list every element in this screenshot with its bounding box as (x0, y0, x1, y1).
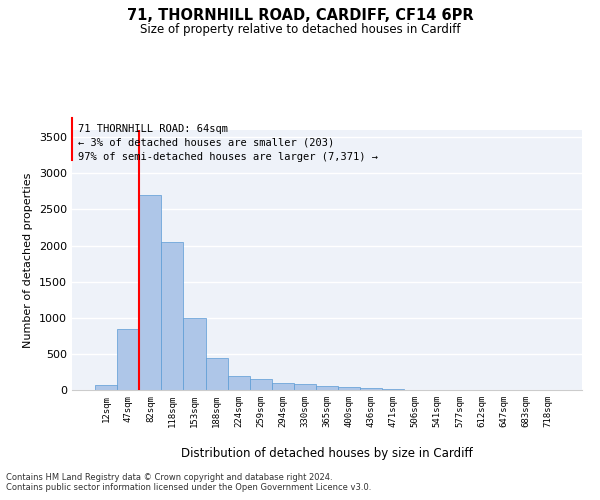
Bar (184, 318, 206, 390)
Bar (360, 388, 382, 390)
Bar (316, 386, 338, 390)
Y-axis label: Number of detached properties: Number of detached properties (23, 172, 34, 348)
Bar (272, 383, 294, 390)
Bar (382, 388, 404, 390)
Bar (250, 379, 272, 390)
Bar (161, 242, 184, 390)
Text: Contains HM Land Registry data © Crown copyright and database right 2024.: Contains HM Land Registry data © Crown c… (6, 474, 332, 482)
Text: Distribution of detached houses by size in Cardiff: Distribution of detached houses by size … (181, 448, 473, 460)
Bar (117, 328, 139, 390)
Bar (206, 358, 227, 390)
Text: Contains public sector information licensed under the Open Government Licence v3: Contains public sector information licen… (6, 484, 371, 492)
Bar (338, 387, 360, 390)
Text: Size of property relative to detached houses in Cardiff: Size of property relative to detached ho… (140, 22, 460, 36)
Text: 71, THORNHILL ROAD, CARDIFF, CF14 6PR: 71, THORNHILL ROAD, CARDIFF, CF14 6PR (127, 8, 473, 22)
Bar (139, 195, 161, 390)
Bar (95, 384, 117, 390)
Text: 71 THORNHILL ROAD: 64sqm
← 3% of detached houses are smaller (203)
97% of semi-d: 71 THORNHILL ROAD: 64sqm ← 3% of detache… (77, 124, 377, 162)
Bar (227, 376, 250, 390)
Bar (294, 384, 316, 390)
